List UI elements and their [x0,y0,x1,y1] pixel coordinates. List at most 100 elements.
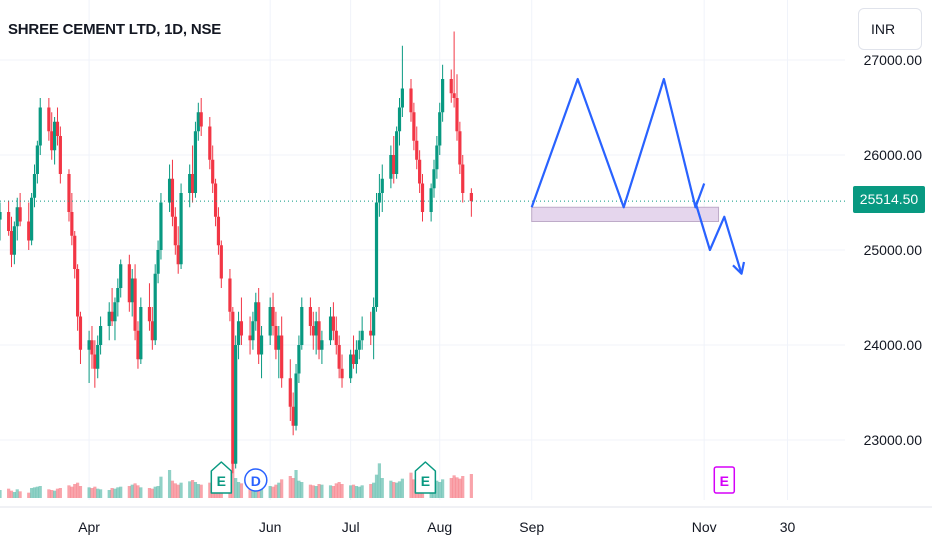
volume-bar [139,487,143,498]
candle-body [438,112,442,146]
volume-bar [130,484,134,498]
candle-body [130,278,134,303]
volume-bar [32,487,37,498]
volume-bar [196,484,200,498]
candle-body [113,302,117,322]
candle-body [251,321,255,341]
volume-bar [98,489,103,498]
candle-body [461,164,465,193]
volume-bar [441,479,445,498]
candle-body [334,330,338,345]
candle-body [349,354,353,379]
volume-bar [55,488,60,498]
volume-bar [400,478,404,498]
candle-body [110,311,114,322]
candle-body [380,178,384,193]
x-tick-label: Apr [78,519,100,535]
axes: 27000.00 26000.00 25000.00 24000.00 23000.00… [0,52,932,535]
volume-bar [38,486,42,498]
candle-body [271,307,275,326]
volume-bar [251,485,255,498]
x-tick-label: Sep [519,519,544,535]
candle-body [78,316,83,350]
volume-bar [461,476,465,498]
volume-bar [9,490,14,498]
volume-bar [96,488,100,498]
candle-body [455,98,459,132]
candle-body [397,107,402,132]
volume-bar [452,475,456,498]
candle-body [231,311,235,464]
volume-bar [47,489,51,498]
volume-bar [76,482,80,498]
volume-bar [0,490,2,498]
volume-bars [0,460,473,498]
candle-body [76,269,80,317]
volume-bar [409,472,413,498]
candle-body [107,311,111,326]
candle-body [176,245,180,265]
earnings-upcoming-event-marker[interactable]: E [713,466,736,494]
candle-body [70,212,74,236]
volume-bar [18,491,22,498]
volume-bar [438,482,442,498]
volume-bar [50,490,54,498]
x-tick-label: Nov [692,519,717,535]
candle-body [331,316,336,331]
volume-bar [133,483,137,498]
candle-body [136,330,140,360]
candle-body [219,245,223,279]
volume-bar [337,482,341,498]
candle-body [374,202,379,307]
volume-bar [357,486,361,498]
candle-body [452,93,456,98]
volume-bar [354,486,358,498]
candle-body [196,112,200,132]
candle-body [58,136,62,174]
earnings-event-marker[interactable]: E [210,461,233,494]
candle-body [369,330,373,336]
volume-bar [248,484,252,498]
volume-bar [116,487,120,498]
volume-bar [179,482,183,498]
candle-body [127,264,131,303]
candle-body [395,131,399,174]
candle-body [392,155,396,174]
volume-bar [73,484,77,498]
earnings-event-marker[interactable]: E [414,461,437,494]
double-top-pattern-line [530,77,706,209]
candle-body [156,250,160,274]
candle-body [300,307,304,345]
earnings-marker-shape [414,461,437,494]
candle-body [239,321,244,336]
volume-bar [78,486,83,498]
volume-bar [458,478,462,498]
volume-bar [274,484,278,498]
candle-body [254,302,258,322]
candle-body [159,202,163,250]
candle-body [317,321,321,350]
volume-bar [173,483,177,498]
volume-bar [167,470,172,498]
volume-bar [331,486,336,498]
volume-bar [374,474,379,498]
candle-body [280,335,284,379]
drawings[interactable] [530,77,746,275]
candle-body [248,335,252,341]
candle-body [351,354,356,364]
currency-button[interactable]: INR [858,8,922,50]
earnings-marker-shape [210,461,233,494]
projection-line [694,202,743,275]
dividend-event-marker[interactable]: D [244,468,268,492]
candle-body [415,140,419,160]
volume-bar [291,478,295,498]
volume-bar [113,488,117,498]
candle-body [320,340,324,350]
event-marker-label: E [720,473,729,489]
event-marker-label: E [421,473,430,489]
candle-body [50,131,54,151]
candle-body [90,340,94,355]
